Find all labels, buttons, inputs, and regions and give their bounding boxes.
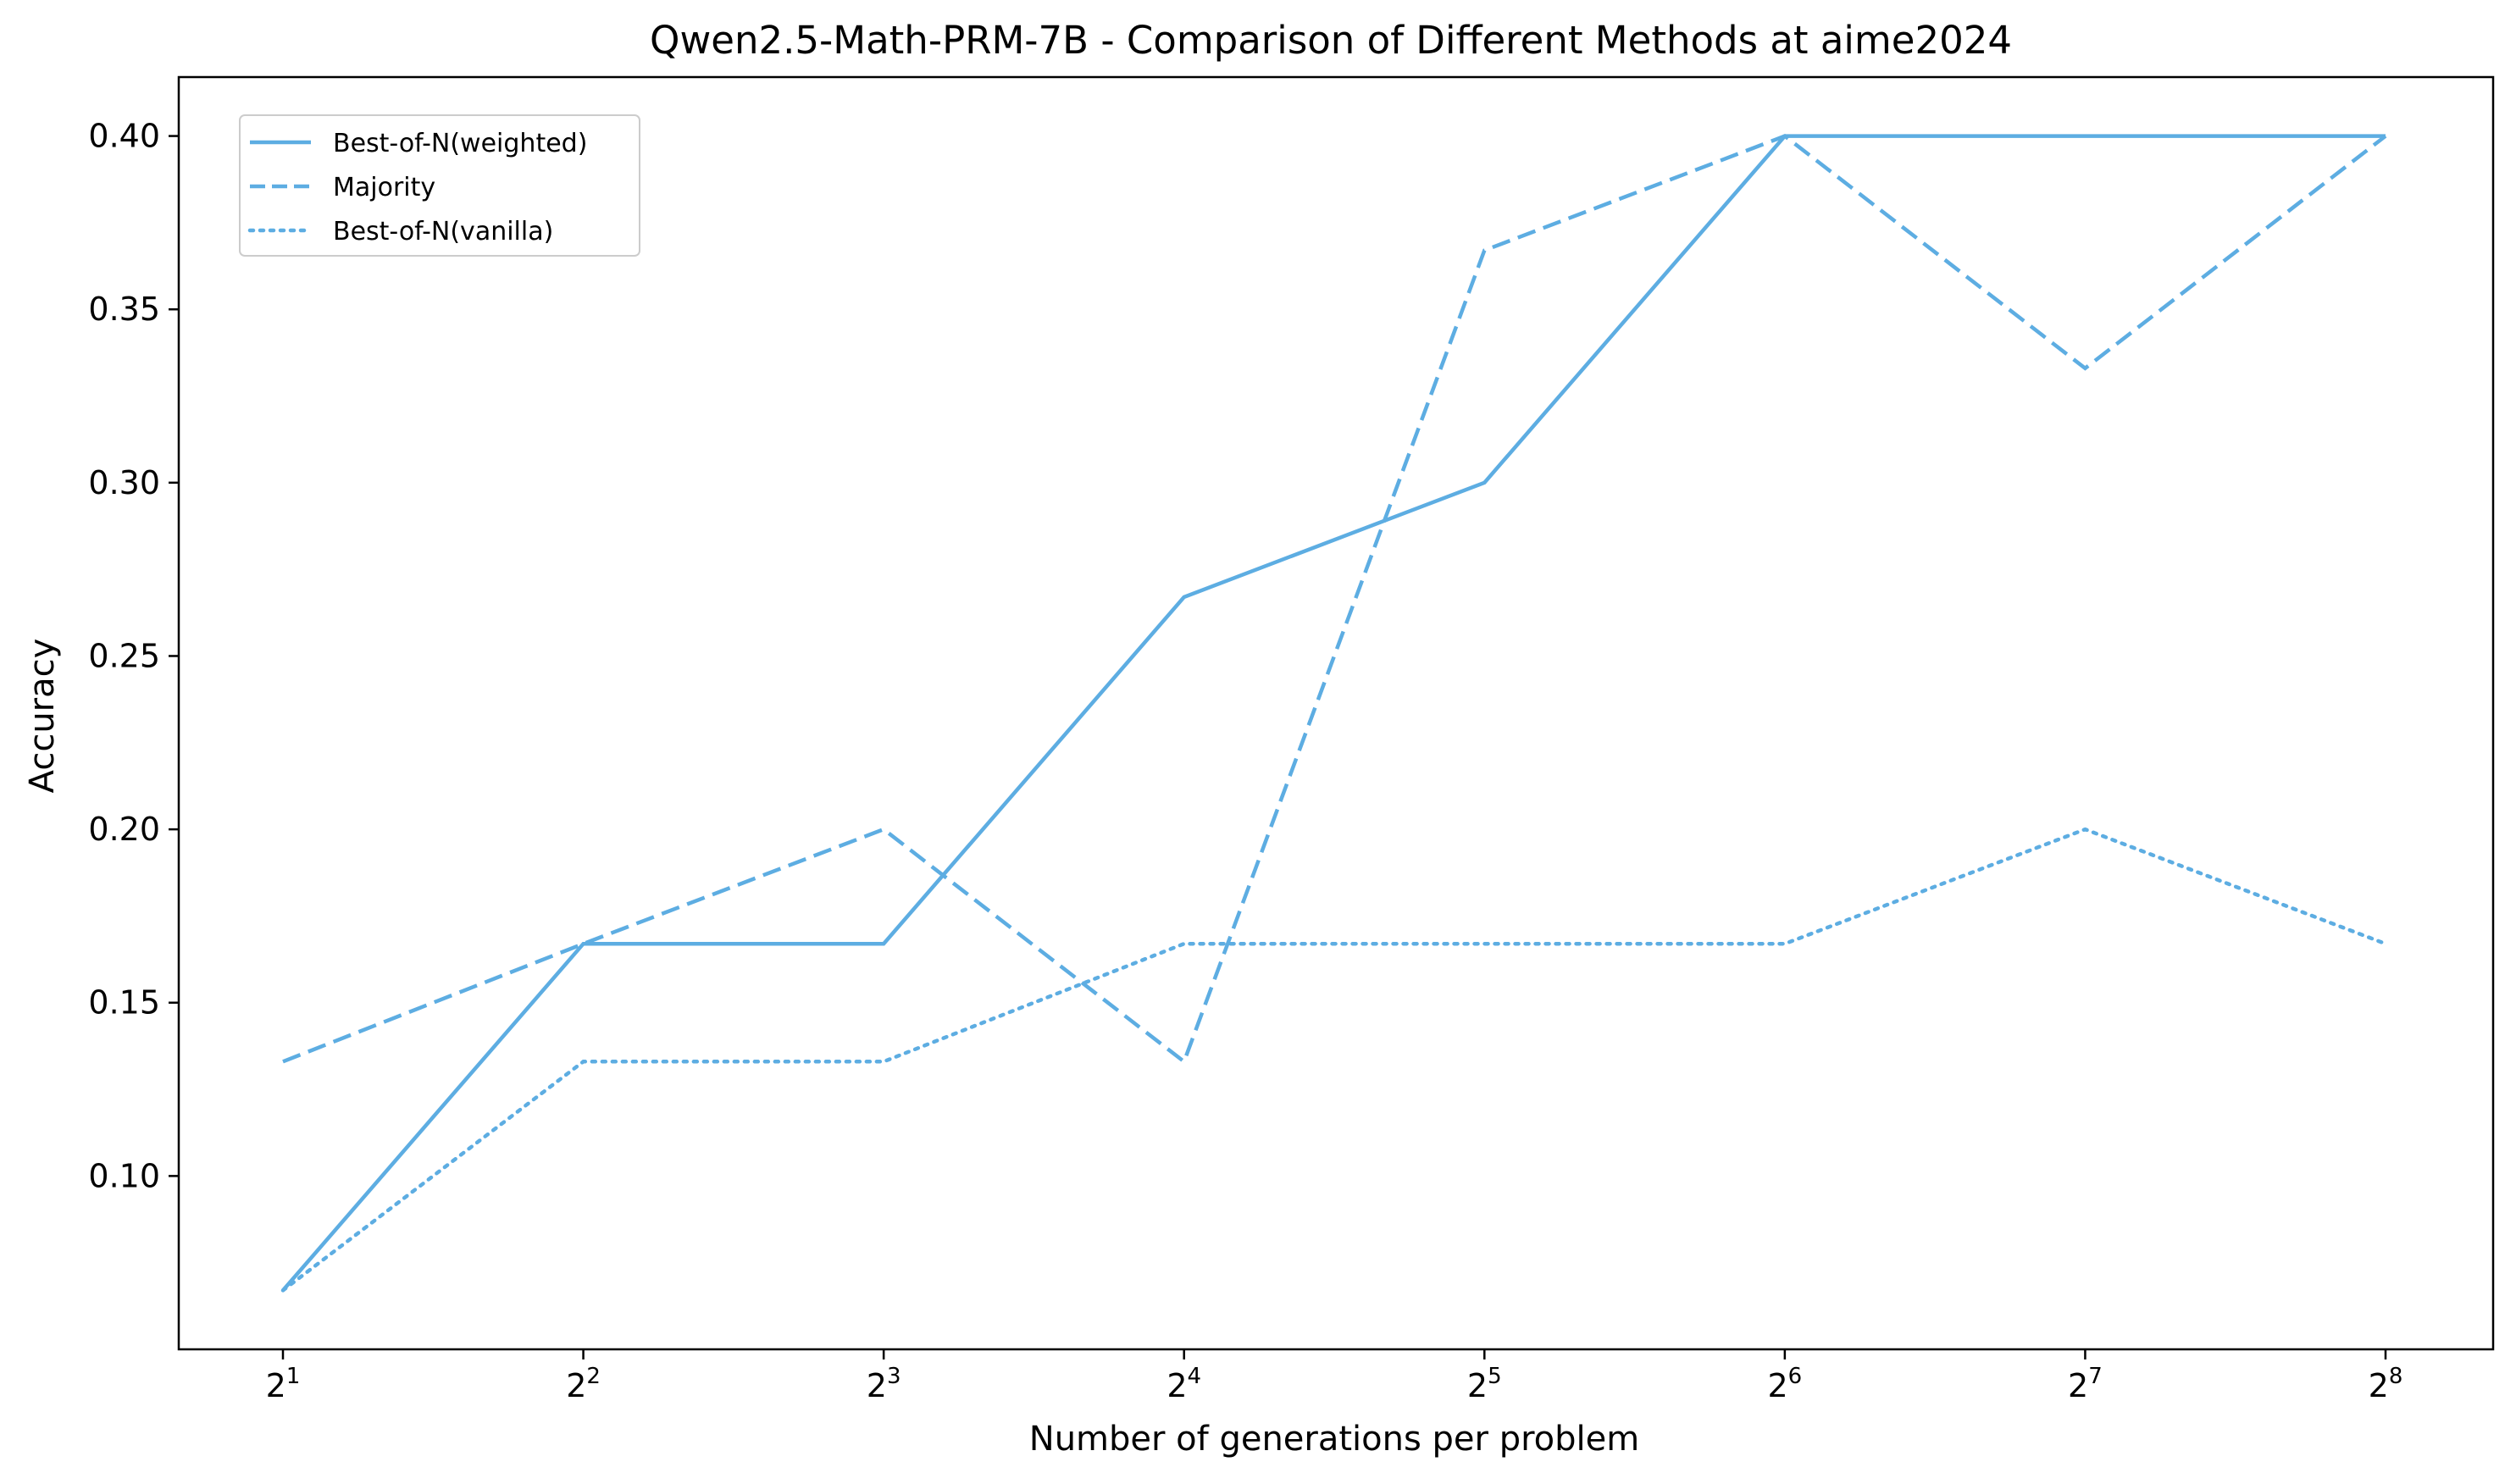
x-tick-exponent-0: 1 <box>286 1364 301 1389</box>
x-tick-label-3: 24 <box>1167 1364 1201 1404</box>
legend: Best-of-N(weighted) Majority Best-of-N(van… <box>239 114 640 257</box>
y-tick-label-5: 0.35 <box>88 291 160 328</box>
legend-label-0: Best-of-N(weighted) <box>333 129 587 158</box>
x-tick-base-2: 2 <box>867 1367 887 1404</box>
x-tick-exponent-7: 8 <box>2389 1364 2403 1389</box>
series-line-2 <box>280 827 2388 1293</box>
x-tick-label-1: 22 <box>566 1364 601 1404</box>
x-tick-base-5: 2 <box>1767 1367 1787 1404</box>
x-tick-exponent-6: 7 <box>2088 1364 2103 1389</box>
y-tick-label-6: 0.40 <box>88 118 160 155</box>
x-tick-exponent-2: 3 <box>887 1364 901 1389</box>
x-tick-label-0: 21 <box>266 1364 301 1404</box>
y-axis-label: Accuracy <box>23 639 62 794</box>
legend-box <box>239 114 640 257</box>
series-line-1 <box>282 134 2387 1065</box>
x-tick-exponent-5: 6 <box>1788 1364 1803 1389</box>
x-tick-label-5: 26 <box>1767 1364 1802 1404</box>
y-tick-label-4: 0.30 <box>88 464 160 501</box>
x-tick-label-2: 23 <box>867 1364 901 1404</box>
x-tick-label-4: 25 <box>1467 1364 1502 1404</box>
x-axis-label: Number of generations per problem <box>1029 1420 1639 1459</box>
plot-area <box>280 134 2388 1293</box>
series-line-0 <box>281 134 2386 1292</box>
chart-title: Qwen2.5-Math-PRM-7B - Comparison of Diff… <box>650 18 2012 63</box>
x-tick-exponent-3: 4 <box>1188 1364 1202 1389</box>
legend-label-1: Majority <box>333 173 435 202</box>
x-tick-base-4: 2 <box>1467 1367 1488 1404</box>
legend-label-2: Best-of-N(vanilla) <box>333 217 553 246</box>
x-tick-label-7: 28 <box>2369 1364 2403 1404</box>
x-tick-exponent-4: 5 <box>1488 1364 1502 1389</box>
x-tick-base-7: 2 <box>2369 1367 2389 1404</box>
x-tick-base-3: 2 <box>1167 1367 1187 1404</box>
y-tick-label-1: 0.15 <box>88 984 160 1022</box>
axes-frame <box>177 75 2495 1351</box>
y-tick-label-0: 0.10 <box>88 1157 160 1194</box>
x-tick-base-6: 2 <box>2068 1367 2088 1404</box>
y-tick-label-2: 0.20 <box>88 811 160 848</box>
x-tick-label-6: 27 <box>2068 1364 2103 1404</box>
x-tick-base-1: 2 <box>566 1367 586 1404</box>
y-tick-label-3: 0.25 <box>88 637 160 674</box>
x-tick-base-0: 2 <box>266 1367 286 1404</box>
x-tick-exponent-1: 2 <box>586 1364 601 1389</box>
